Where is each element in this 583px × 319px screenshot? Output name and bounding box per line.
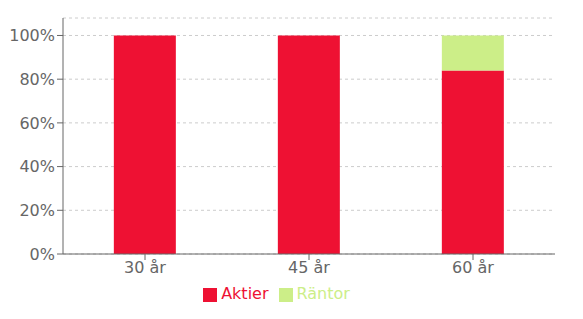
svg-text:45 år: 45 år xyxy=(288,258,330,277)
svg-text:60 år: 60 år xyxy=(452,258,494,277)
svg-text:0%: 0% xyxy=(30,245,55,264)
svg-text:30 år: 30 år xyxy=(124,258,166,277)
svg-text:20%: 20% xyxy=(19,201,55,220)
svg-text:80%: 80% xyxy=(19,70,55,89)
svg-text:40%: 40% xyxy=(19,157,55,176)
svg-text:60%: 60% xyxy=(19,114,55,133)
html-text:Aktier: Aktier xyxy=(221,284,269,303)
html-text:Räntor: Räntor xyxy=(296,284,350,303)
svg-text:100%: 100% xyxy=(9,26,55,45)
